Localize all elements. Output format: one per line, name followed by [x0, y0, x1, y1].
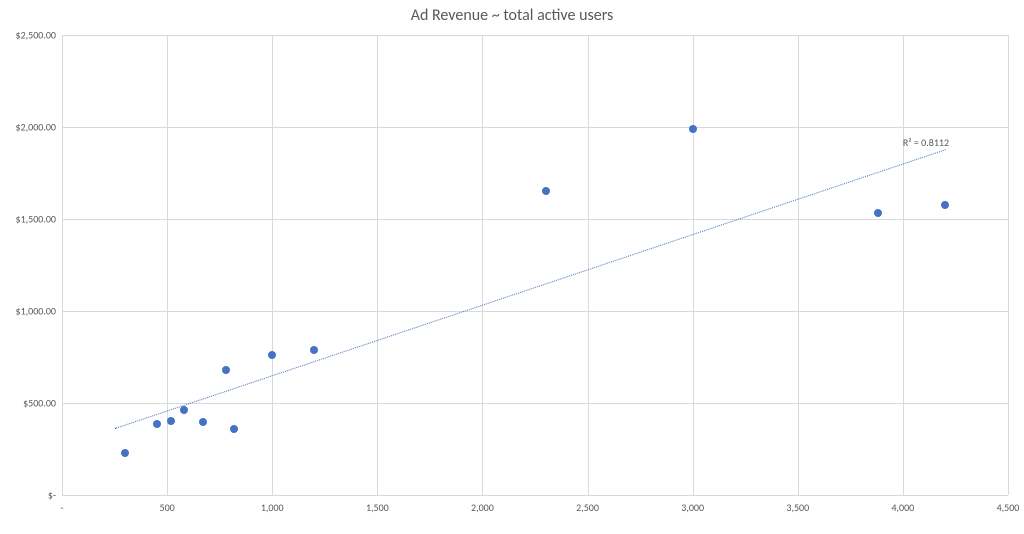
grid-line-horizontal: [62, 311, 1008, 312]
data-point: [180, 406, 188, 414]
data-point: [121, 449, 129, 457]
x-axis-tick-label: 2,000: [471, 495, 494, 514]
data-point: [268, 351, 276, 359]
x-axis-tick-label: 4,000: [891, 495, 914, 514]
y-axis-tick-label: $2,500.00: [16, 29, 63, 42]
data-point: [199, 418, 207, 426]
x-axis-tick-label: 3,500: [786, 495, 809, 514]
x-axis-tick-label: 2,500: [576, 495, 599, 514]
data-point: [167, 417, 175, 425]
trendline: [115, 149, 946, 429]
data-point: [542, 187, 550, 195]
grid-line-vertical: [693, 35, 694, 495]
x-axis-tick-label: 500: [160, 495, 175, 514]
plot-area: $-$500.00$1,000.00$1,500.00$2,000.00$2,5…: [62, 35, 1008, 495]
grid-line-vertical: [62, 35, 63, 495]
grid-line-vertical: [1008, 35, 1009, 495]
data-point: [153, 420, 161, 428]
x-axis-tick-label: 3,000: [681, 495, 704, 514]
grid-line-vertical: [903, 35, 904, 495]
grid-line-vertical: [482, 35, 483, 495]
grid-line-vertical: [167, 35, 168, 495]
grid-line-horizontal: [62, 495, 1008, 496]
grid-line-vertical: [272, 35, 273, 495]
x-axis-tick-label: 1,000: [261, 495, 284, 514]
grid-line-horizontal: [62, 219, 1008, 220]
x-axis-tick-label: 1,500: [366, 495, 389, 514]
y-axis-tick-label: $1,500.00: [16, 213, 63, 226]
data-point: [874, 209, 882, 217]
y-axis-tick-label: $1,000.00: [16, 305, 63, 318]
grid-line-vertical: [798, 35, 799, 495]
x-axis-tick-label: 4,500: [997, 495, 1020, 514]
grid-line-horizontal: [62, 35, 1008, 36]
data-point: [689, 125, 697, 133]
grid-line-vertical: [588, 35, 589, 495]
y-axis-tick-label: $500.00: [23, 397, 62, 410]
data-point: [310, 346, 318, 354]
scatter-chart: Ad Revenue ~ total active users $-$500.0…: [0, 0, 1024, 534]
grid-line-vertical: [377, 35, 378, 495]
chart-title: Ad Revenue ~ total active users: [0, 6, 1024, 25]
data-point: [222, 366, 230, 374]
r-squared-label: R² = 0.8112: [903, 136, 949, 149]
data-point: [230, 425, 238, 433]
y-axis-tick-label: $2,000.00: [16, 121, 63, 134]
data-point: [941, 201, 949, 209]
grid-line-horizontal: [62, 403, 1008, 404]
x-axis-tick-label: -: [60, 495, 63, 514]
grid-line-horizontal: [62, 127, 1008, 128]
